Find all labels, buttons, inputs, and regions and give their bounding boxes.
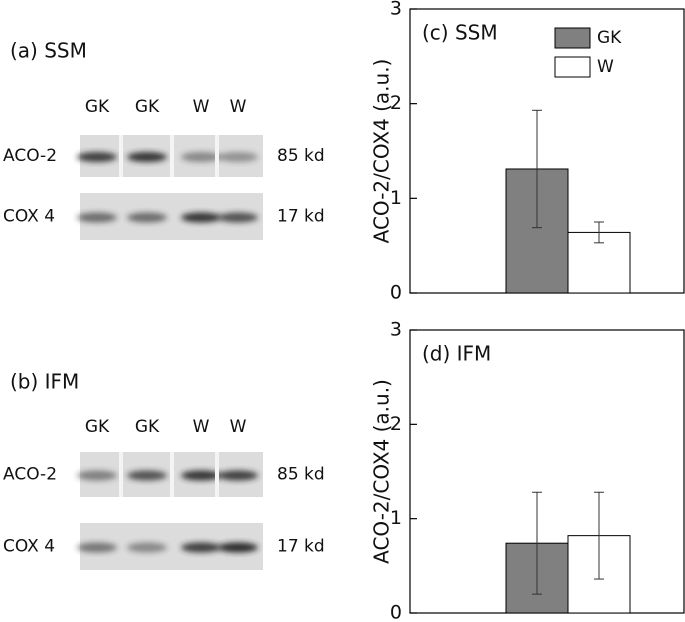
legend-swatch xyxy=(554,56,591,78)
blot-band xyxy=(181,152,221,162)
y-tick-label: 2 xyxy=(390,92,402,114)
error-bar xyxy=(594,491,604,580)
legend-swatch xyxy=(554,27,591,49)
protein-label: COX 4 xyxy=(3,537,55,557)
protein-label: ACO-2 xyxy=(3,465,57,485)
blot-band xyxy=(181,470,221,481)
y-tick-label: 3 xyxy=(390,319,402,341)
lane-label: GK xyxy=(135,417,160,437)
y-tick-label: 2 xyxy=(390,413,402,435)
size-label: 85 kd xyxy=(277,146,325,166)
error-bar xyxy=(532,109,542,229)
size-label: 17 kd xyxy=(277,207,325,227)
y-axis-label: ACO-2/COX4 (a.u.) xyxy=(370,379,394,564)
error-bar xyxy=(532,491,542,595)
y-tick-label: 0 xyxy=(390,282,402,304)
blot-band xyxy=(127,152,167,162)
y-tick-label: 0 xyxy=(390,602,402,622)
blot-band xyxy=(77,212,117,223)
panel-label: (a) SSM xyxy=(10,39,87,63)
lane-gap xyxy=(170,452,174,497)
y-axis-label: ACO-2/COX4 (a.u.) xyxy=(370,59,394,244)
legend-label: GK xyxy=(597,28,622,48)
lane-gap xyxy=(170,135,174,177)
blot-band xyxy=(181,542,221,553)
blot-band xyxy=(77,470,117,481)
lane-label: GK xyxy=(85,417,110,437)
lane-gap xyxy=(119,452,123,497)
panel-title: (c) SSM xyxy=(422,21,498,45)
size-label: 17 kd xyxy=(277,537,325,557)
y-tick-label: 3 xyxy=(390,0,402,20)
blot-band xyxy=(218,542,258,553)
blot-band xyxy=(181,212,221,223)
blot-band xyxy=(77,542,117,553)
lane-label: GK xyxy=(85,97,110,117)
lane-gap xyxy=(119,135,123,177)
protein-label: ACO-2 xyxy=(3,146,57,166)
protein-label: COX 4 xyxy=(3,207,55,227)
panel-title: (d) IFM xyxy=(422,342,491,366)
panel-label: (b) IFM xyxy=(10,370,79,394)
lane-label: W xyxy=(193,97,210,117)
legend-label: W xyxy=(597,57,614,77)
blot-band xyxy=(77,152,117,162)
lane-label: W xyxy=(193,417,210,437)
blot-band xyxy=(218,470,258,481)
blot-band xyxy=(127,470,167,481)
lane-gap xyxy=(215,135,219,177)
lane-label: GK xyxy=(135,97,160,117)
blot-band xyxy=(127,542,167,553)
y-tick-label: 1 xyxy=(390,187,402,209)
y-tick-label: 1 xyxy=(390,507,402,529)
lane-label: W xyxy=(230,97,247,117)
size-label: 85 kd xyxy=(277,465,325,485)
lane-gap xyxy=(215,452,219,497)
lane-label: W xyxy=(230,417,247,437)
blot-band xyxy=(218,212,258,223)
blot-band xyxy=(218,152,258,162)
blot-band xyxy=(127,212,167,223)
error-bar xyxy=(594,221,604,244)
